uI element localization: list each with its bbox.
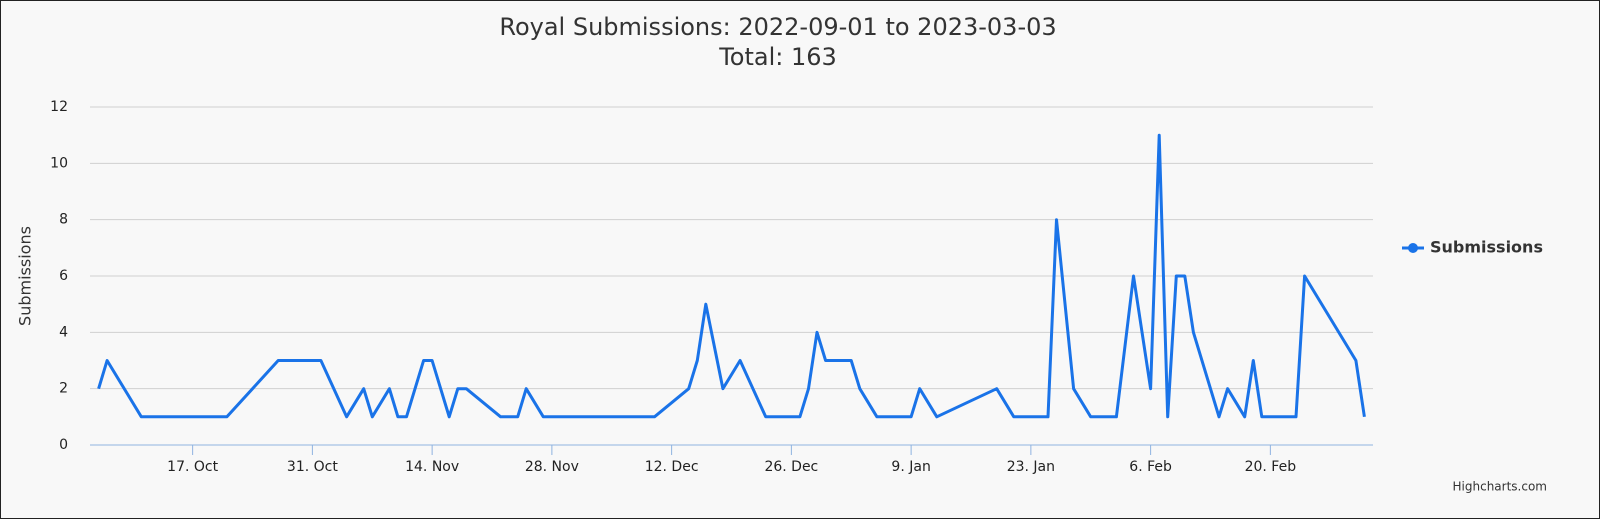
x-tick-label: 9. Jan xyxy=(891,459,930,475)
chart-title: Royal Submissions: 2022-09-01 to 2023-03… xyxy=(499,13,1056,41)
y-tick-label: 4 xyxy=(59,324,68,340)
x-tick-label: 26. Dec xyxy=(764,459,818,475)
x-tick-label: 31. Oct xyxy=(287,459,338,475)
legend-label[interactable]: Submissions xyxy=(1430,238,1543,257)
x-tick-label: 20. Feb xyxy=(1245,459,1297,475)
y-tick-label: 12 xyxy=(50,99,68,115)
x-tick-label: 23. Jan xyxy=(1007,459,1055,475)
x-tick-label: 17. Oct xyxy=(167,459,218,475)
y-tick-label: 0 xyxy=(59,437,68,453)
y-tick-label: 8 xyxy=(59,212,68,228)
chart-subtitle: Total: 163 xyxy=(718,43,837,71)
y-tick-label: 10 xyxy=(50,155,68,171)
y-tick-label: 6 xyxy=(59,268,68,284)
series-line xyxy=(97,133,1366,419)
y-axis-title: Submissions xyxy=(16,226,35,326)
x-tick-label: 14. Nov xyxy=(405,459,459,475)
credits: Highcharts.com xyxy=(1453,480,1547,494)
x-tick-label: 12. Dec xyxy=(645,459,699,475)
y-tick-label: 2 xyxy=(59,381,68,397)
x-tick-label: 28. Nov xyxy=(525,459,579,475)
x-tick-label: 6. Feb xyxy=(1129,459,1172,475)
legend-symbol-marker xyxy=(1408,243,1418,253)
